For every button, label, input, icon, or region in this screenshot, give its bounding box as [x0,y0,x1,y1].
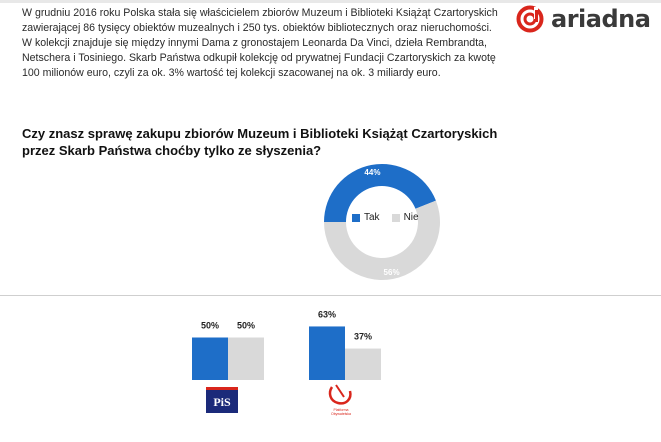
donut-label-nie: 56% [384,268,400,277]
pis-logo-icon: PiS [206,385,238,413]
pis-logo: PiS [206,385,238,418]
bar-label-pis-tak: 50% [201,321,219,331]
bar-platforma-obywatelska-tak [309,326,345,380]
legend-item-tak: Tak [352,212,380,223]
top-border [0,0,661,3]
legend-label-nie: Nie [403,212,419,223]
bar-pis-nie [228,337,264,380]
donut-legend: Tak Nie [352,212,419,223]
donut-chart: 44% 56% [324,164,441,281]
section-divider [0,295,661,296]
legend-item-nie: Nie [391,212,419,223]
bar-pis-tak [192,337,228,380]
po-logo: Platforma Obywatelska [326,383,356,422]
donut-slice-nie [324,200,441,281]
ariadna-logo: ariadna [515,4,651,34]
svg-text:Obywatelska: Obywatelska [331,412,351,416]
intro-paragraph: W grudniu 2016 roku Polska stała się wła… [22,7,498,79]
ariadna-logo-icon [516,5,544,33]
svg-text:PiS: PiS [213,395,231,409]
bar-label-pis-nie: 50% [237,321,255,331]
bar-label-platforma-obywatelska-tak: 63% [318,309,336,319]
donut-slice-tak [324,164,436,222]
survey-question: Czy znasz sprawę zakupu zbiorów Muzeum i… [22,126,498,158]
legend-label-tak: Tak [364,212,380,223]
bar-platforma-obywatelska-nie [345,348,381,380]
donut-label-tak: 44% [364,168,380,177]
svg-text:Platforma: Platforma [334,408,349,412]
ariadna-logo-text: ariadna [551,5,651,33]
legend-swatch-nie [391,213,400,222]
legend-swatch-tak [352,213,360,222]
po-logo-icon: Platforma Obywatelska [328,384,352,416]
bar-label-platforma-obywatelska-nie: 37% [354,332,372,342]
